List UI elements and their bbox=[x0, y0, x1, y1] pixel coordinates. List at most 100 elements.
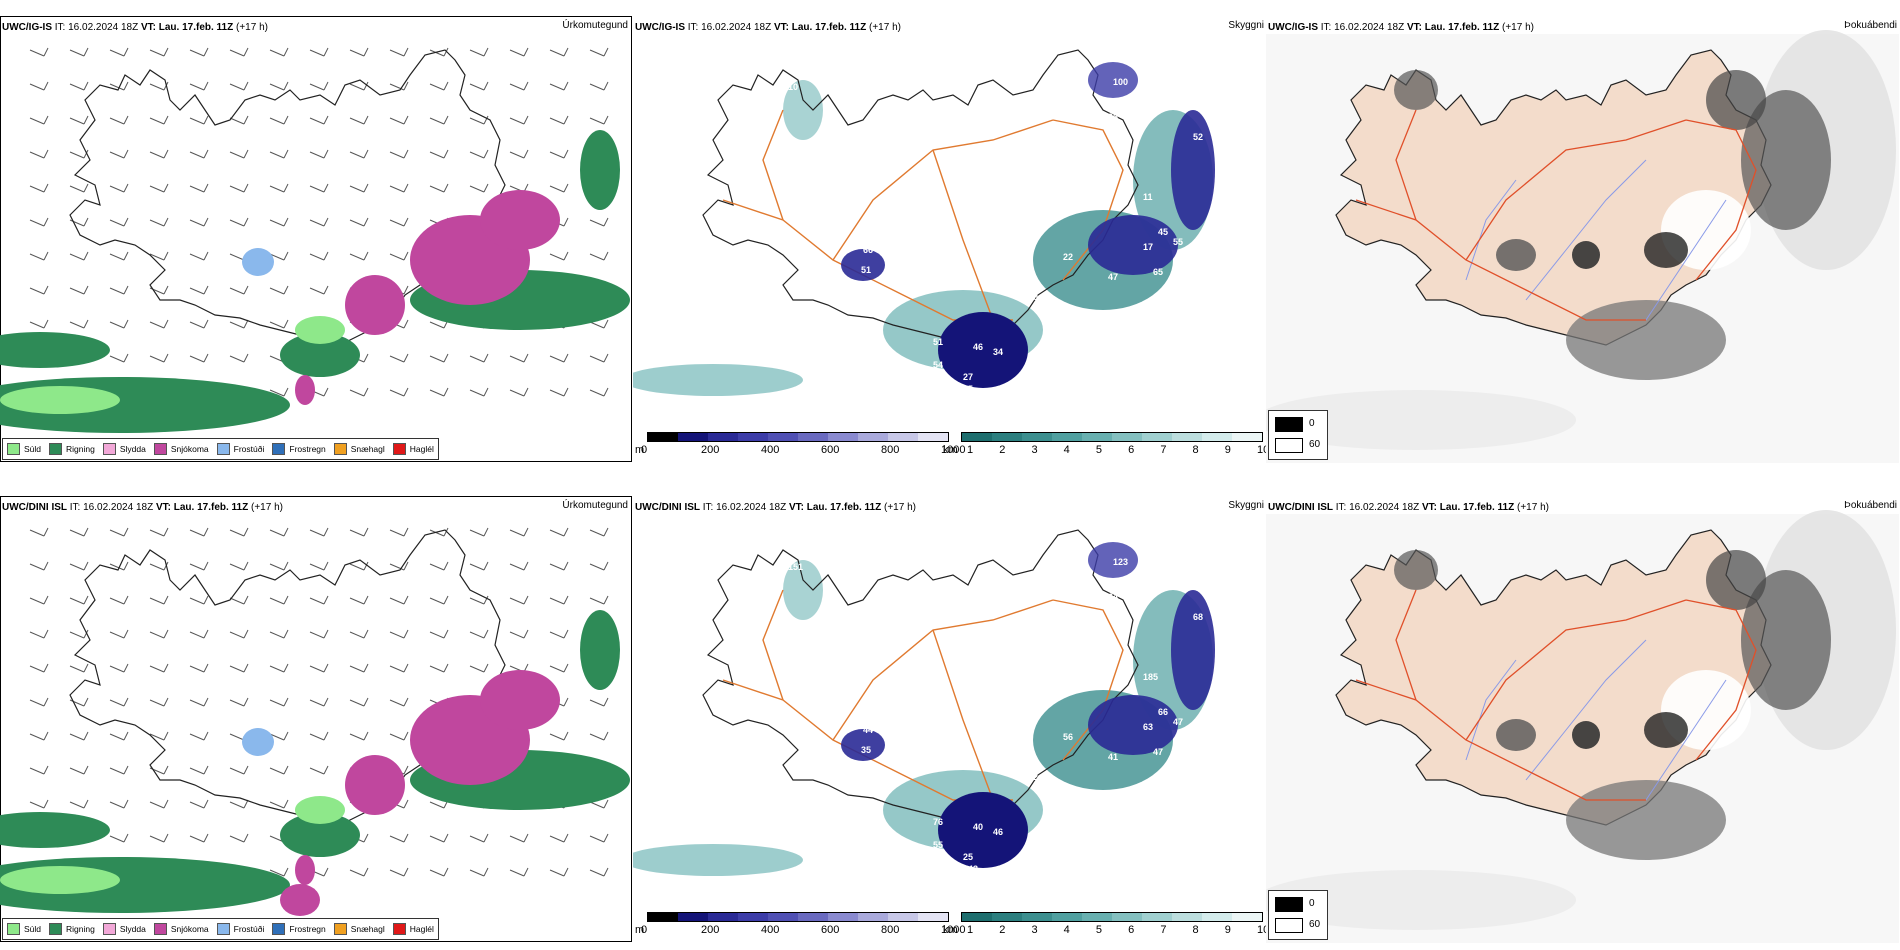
wind-barb-tick bbox=[83, 561, 89, 571]
wind-barb-tick bbox=[563, 731, 569, 741]
wind-barb-tick bbox=[83, 527, 89, 537]
wind-barb bbox=[469, 597, 485, 605]
wind-barb bbox=[269, 767, 285, 775]
wind-barb bbox=[69, 631, 85, 639]
product-label: Skyggni bbox=[1228, 20, 1264, 31]
wind-barb-tick bbox=[203, 833, 209, 843]
wind-barb-tick bbox=[323, 183, 329, 193]
wind-barb bbox=[189, 355, 205, 363]
ceiling-colorbar bbox=[647, 432, 949, 442]
wind-barb bbox=[469, 49, 485, 57]
wind-barb bbox=[549, 389, 565, 397]
ceiling-area bbox=[841, 249, 885, 281]
wind-barb-tick bbox=[203, 47, 209, 57]
wind-barb bbox=[549, 869, 565, 877]
wind-barb bbox=[109, 835, 125, 843]
river bbox=[1465, 659, 1517, 761]
ceiling-area bbox=[1171, 110, 1215, 230]
wind-barb-tick bbox=[283, 115, 289, 125]
wind-barb bbox=[69, 287, 85, 295]
wind-barb bbox=[69, 563, 85, 571]
fog-area bbox=[1644, 712, 1688, 748]
wind-barb-tick bbox=[163, 251, 169, 261]
product-label: Þokuábendi bbox=[1844, 20, 1897, 31]
visibility-map: 123 64 68 44 35 58 56 52 63 66 47 47 41 46 40 76 55 25 143… bbox=[633, 529, 1215, 876]
wind-barb bbox=[29, 253, 45, 261]
fog-area bbox=[1706, 70, 1766, 130]
wind-barb bbox=[189, 49, 205, 57]
wind-barb bbox=[309, 631, 325, 639]
wind-barb-tick bbox=[323, 527, 329, 537]
wind-barb-tick bbox=[483, 47, 489, 57]
wind-barb bbox=[549, 597, 565, 605]
wind-barb-tick bbox=[83, 47, 89, 57]
iceland-coastline bbox=[702, 49, 1139, 346]
wind-barb-tick bbox=[283, 47, 289, 57]
legend-item-frostregn: Frostregn bbox=[272, 923, 326, 935]
ceiling-value-label: 46 bbox=[993, 827, 1003, 837]
wind-barb bbox=[189, 631, 205, 639]
colorbar-tick: 1000 bbox=[941, 444, 966, 456]
ceiling-value-label: 34 bbox=[993, 347, 1003, 357]
wind-barb-tick bbox=[603, 833, 609, 843]
wind-barb-tick bbox=[603, 697, 609, 707]
wind-barb-tick bbox=[523, 595, 529, 605]
wind-barb bbox=[309, 117, 325, 125]
fog-area bbox=[1644, 232, 1688, 268]
wind-barb-tick bbox=[563, 595, 569, 605]
wind-barb-tick bbox=[603, 731, 609, 741]
wind-barb-tick bbox=[283, 561, 289, 571]
wind-barb bbox=[149, 665, 165, 673]
wind-barb bbox=[269, 321, 285, 329]
colorbar-swatch bbox=[708, 913, 738, 921]
ceiling-area bbox=[1088, 215, 1178, 275]
colorbar-swatch bbox=[1112, 433, 1142, 441]
wind-barb-tick bbox=[403, 833, 409, 843]
wind-barb-tick bbox=[323, 81, 329, 91]
wind-barb bbox=[509, 597, 525, 605]
wind-barb bbox=[269, 83, 285, 91]
legend-item-hagel: Haglél bbox=[392, 443, 434, 455]
ceiling-value-label: 58 bbox=[933, 722, 943, 732]
wind-barb bbox=[29, 117, 45, 125]
wind-barb bbox=[109, 355, 125, 363]
wind-barb-tick bbox=[603, 251, 609, 261]
wind-barb bbox=[189, 529, 205, 537]
wind-barb-tick bbox=[363, 663, 369, 673]
snow-area bbox=[345, 275, 405, 335]
wind-barb bbox=[109, 665, 125, 673]
colorbar-tick: 8 bbox=[1192, 444, 1199, 456]
wind-barb bbox=[469, 529, 485, 537]
wind-barb bbox=[469, 83, 485, 91]
wind-barb-tick bbox=[563, 47, 569, 57]
wind-barb-tick bbox=[283, 799, 289, 809]
wind-barb-tick bbox=[443, 183, 449, 193]
colorbar-tick: 10 bbox=[1257, 924, 1266, 936]
wind-barb-tick bbox=[43, 629, 49, 639]
wind-barb-tick bbox=[123, 731, 129, 741]
wind-barb bbox=[149, 597, 165, 605]
wind-barb bbox=[349, 49, 365, 57]
wind-barb bbox=[429, 597, 445, 605]
wind-barb bbox=[109, 117, 125, 125]
road bbox=[932, 149, 994, 321]
wind-barb bbox=[389, 733, 405, 741]
wind-barb bbox=[229, 733, 245, 741]
wind-barb-tick bbox=[603, 81, 609, 91]
colorbar-tick: 9 bbox=[1224, 924, 1231, 936]
ceiling-value-label: 51 bbox=[861, 265, 871, 275]
wind-barb-tick bbox=[563, 251, 569, 261]
ceiling-area bbox=[938, 792, 1028, 868]
wind-barb-tick bbox=[243, 765, 249, 775]
wind-barb-tick bbox=[323, 595, 329, 605]
colorbar-tick: 7 bbox=[1160, 924, 1167, 936]
wind-barb bbox=[69, 151, 85, 159]
wind-barb bbox=[589, 389, 605, 397]
wind-barb-tick bbox=[603, 799, 609, 809]
fog-area bbox=[1394, 70, 1438, 110]
wind-barb-tick bbox=[403, 731, 409, 741]
wind-barb-tick bbox=[323, 663, 329, 673]
iceland-coastline bbox=[69, 49, 506, 346]
wind-barb-tick bbox=[603, 353, 609, 363]
wind-barb bbox=[29, 219, 45, 227]
